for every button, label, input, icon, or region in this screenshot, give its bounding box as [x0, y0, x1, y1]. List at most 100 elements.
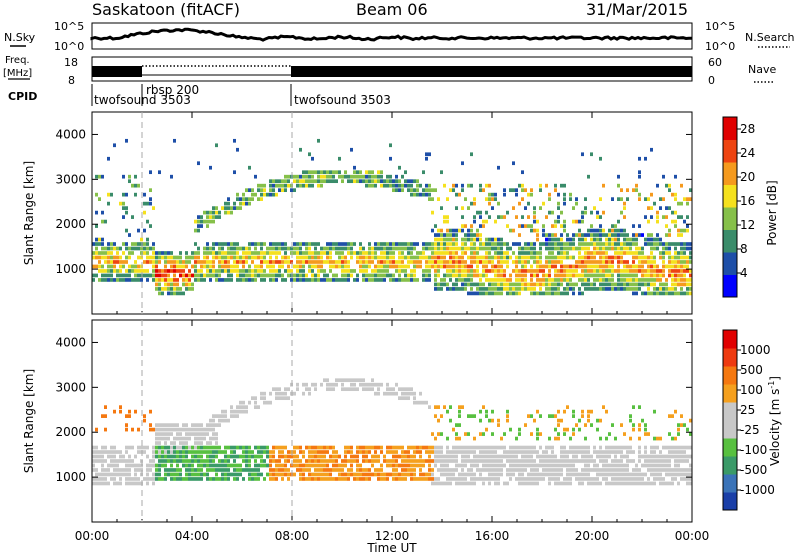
velocity-cell — [671, 468, 674, 472]
velocity-cell — [641, 481, 644, 486]
power-cell — [563, 251, 566, 255]
velocity-cell — [626, 454, 629, 459]
velocity-cell — [248, 450, 251, 454]
velocity-cell — [530, 414, 533, 418]
power-cell — [278, 273, 281, 278]
power-cell — [491, 269, 494, 273]
power-cell — [593, 251, 596, 255]
power-cell — [341, 246, 344, 251]
velocity-cell — [536, 450, 539, 454]
velocity-cell — [200, 454, 203, 459]
velocity-cell — [194, 423, 197, 427]
power-cell — [227, 197, 230, 201]
velocity-cell — [440, 468, 443, 472]
power-cell — [641, 269, 644, 273]
velocity-cell — [350, 382, 353, 387]
velocity-cell — [350, 454, 353, 459]
power-cell — [488, 282, 491, 287]
power-cell — [602, 287, 605, 291]
power-cell — [659, 269, 662, 273]
power-cell — [329, 170, 332, 175]
power-cell — [359, 251, 362, 255]
power-cell — [677, 233, 680, 237]
velocity-cell — [218, 445, 221, 450]
velocity-cell — [260, 445, 263, 450]
velocity-cell — [182, 441, 185, 445]
velocity-cell — [488, 463, 491, 468]
velocity-cell — [593, 450, 596, 454]
velocity-cell — [596, 481, 599, 486]
power-cell — [500, 278, 503, 282]
power-cell — [449, 273, 452, 278]
power-cell — [368, 174, 371, 179]
velocity-cell — [302, 450, 305, 454]
power-cell — [515, 192, 518, 197]
velocity-cell — [365, 468, 368, 472]
power-cell — [473, 237, 476, 242]
velocity-cell — [326, 477, 329, 481]
power-cell — [110, 246, 113, 251]
velocity-cell — [680, 445, 683, 450]
cpid-segment-label: twofsound 3503 — [294, 93, 391, 107]
velocity-cell — [128, 468, 131, 472]
velocity-cell — [266, 450, 269, 454]
power-cell — [476, 233, 479, 237]
velocity-cell — [215, 423, 218, 427]
power-cell — [623, 260, 626, 264]
power-cell — [620, 197, 623, 201]
velocity-cell — [686, 472, 689, 477]
power-cell — [581, 210, 584, 215]
power-cell — [362, 179, 365, 184]
velocity-cell — [482, 432, 485, 436]
velocity-cell — [389, 450, 392, 454]
power-cell — [572, 255, 575, 260]
velocity-cell — [200, 450, 203, 454]
velocity-cell — [362, 477, 365, 481]
power-cell — [245, 197, 248, 201]
velocity-cell — [626, 459, 629, 463]
power-cell — [356, 260, 359, 264]
power-cell — [350, 174, 353, 179]
power-cell — [476, 237, 479, 242]
power-cell — [632, 278, 635, 282]
power-cell — [404, 183, 407, 188]
velocity-cell — [365, 450, 368, 454]
power-cell — [281, 255, 284, 260]
velocity-cell — [203, 445, 206, 450]
power-cell — [488, 291, 491, 296]
velocity-cell — [509, 459, 512, 463]
power-cell — [242, 201, 245, 206]
power-cell — [248, 242, 251, 246]
power-cell — [638, 246, 641, 251]
power-cell — [656, 237, 659, 242]
power-cell — [332, 174, 335, 179]
power-cell — [578, 246, 581, 251]
velocity-cell — [584, 468, 587, 472]
velocity-cell — [203, 427, 206, 432]
power-cell — [491, 260, 494, 264]
velocity-cell — [575, 477, 578, 481]
velocity-cell — [638, 472, 641, 477]
power-cell — [608, 264, 611, 269]
power-cell — [629, 237, 632, 242]
velocity-cell — [554, 459, 557, 463]
power-cell — [596, 269, 599, 273]
velocity-cell — [617, 477, 620, 481]
power-cell — [110, 269, 113, 273]
power-cell — [632, 260, 635, 264]
velocity-cell — [551, 477, 554, 481]
velocity-cell — [224, 445, 227, 450]
power-cell — [497, 291, 500, 296]
power-cell — [143, 273, 146, 278]
velocity-cell — [158, 432, 161, 436]
power-cell — [365, 174, 368, 179]
power-cell — [374, 264, 377, 269]
power-cell — [536, 291, 539, 296]
velocity-cell — [485, 477, 488, 481]
velocity-cell — [437, 454, 440, 459]
power-cell — [374, 246, 377, 251]
power-cell — [542, 282, 545, 287]
velocity-cell — [272, 450, 275, 454]
velocity-cell — [647, 481, 650, 486]
velocity-cell — [605, 481, 608, 486]
